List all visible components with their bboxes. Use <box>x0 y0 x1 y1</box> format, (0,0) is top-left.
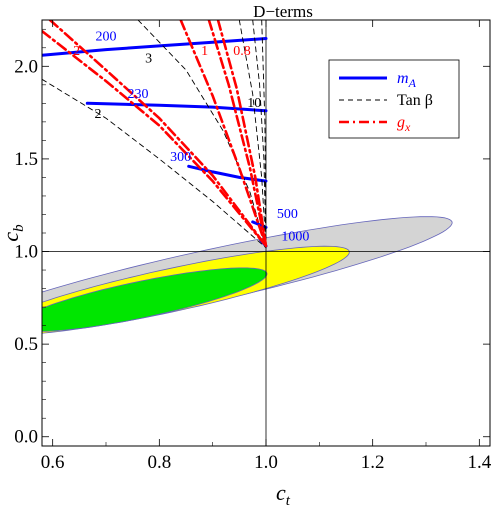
x-tick-label: 1.2 <box>361 452 385 473</box>
series-2-curve-4 <box>216 20 268 248</box>
series-2-curve-3 <box>207 20 268 248</box>
x-axis-label: ct <box>276 480 291 509</box>
y-axis-label: cb <box>0 224 27 242</box>
legend-label: Tan β <box>397 92 433 109</box>
legend-label: mA <box>397 70 417 90</box>
y-tick-label: 0.5 <box>14 334 38 355</box>
curve-label: 10 <box>247 96 261 111</box>
reference-lines <box>42 20 490 446</box>
legend-label: gx <box>397 114 411 134</box>
curve-label: 0.8 <box>233 44 251 59</box>
x-tick-label: 1.0 <box>254 452 278 473</box>
series-1-curve-1 <box>137 20 267 249</box>
series-1-curve-0 <box>42 78 267 249</box>
curve-label: 2 <box>73 44 80 59</box>
series-1-curve-4 <box>238 20 267 249</box>
curve-label: 1000 <box>281 229 309 244</box>
axis-ticks: 0.6 0.8 1.0 1.2 1.4 0.0 0.5 1.0 1.5 2.0 <box>14 20 492 473</box>
legend-box <box>328 59 460 139</box>
curve-label: 230 <box>128 87 149 102</box>
series-1-curve-2 <box>252 20 267 249</box>
y-tick-label: 2.0 <box>14 56 38 77</box>
data-series <box>42 20 268 249</box>
x-tick-label: 1.4 <box>467 452 491 473</box>
curve-label: 2 <box>95 107 102 122</box>
x-tick-label: 0.8 <box>147 452 171 473</box>
curve-labels: 200 230 300 500 1000 2 1 0.8 3 2 10 <box>73 29 309 244</box>
curve-label: 3 <box>145 52 152 67</box>
series-2-curve-0 <box>42 29 268 248</box>
curve-label: 300 <box>170 150 191 165</box>
curve-label: 500 <box>277 207 298 222</box>
series-2-curve-1 <box>48 20 268 248</box>
y-tick-label: 1.0 <box>14 242 38 263</box>
x-tick-label: 0.6 <box>41 452 65 473</box>
y-tick-label: 0.0 <box>14 427 38 448</box>
curve-label: 1 <box>201 44 208 59</box>
series-2-curve-2 <box>179 20 268 248</box>
region-inner <box>42 267 268 332</box>
chart-title: D−terms <box>253 2 313 21</box>
legend: mA Tan β gx <box>328 59 460 139</box>
series-1-curve-3 <box>261 20 267 249</box>
curve-label: 200 <box>96 29 117 44</box>
series-0-curve-1 <box>85 101 268 113</box>
y-tick-label: 1.5 <box>14 149 38 170</box>
confidence-regions <box>42 216 453 334</box>
